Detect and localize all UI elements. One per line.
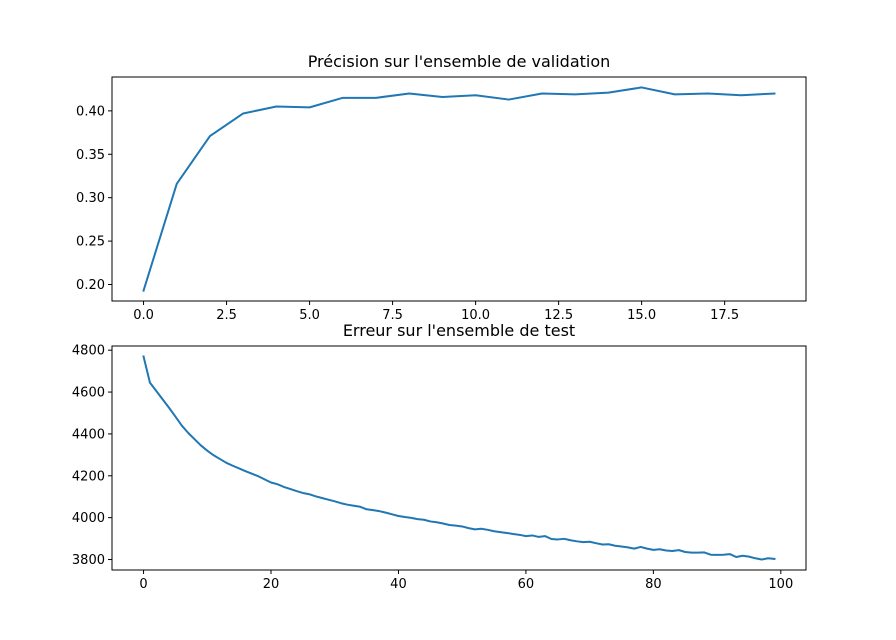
- x-tick-label: 100: [768, 577, 793, 592]
- validation-accuracy-plot: Précision sur l'ensemble de validation 0…: [76, 52, 807, 323]
- x-tick-label: 20: [263, 577, 280, 592]
- ticks-group: 0 20 40 60 80 100 3800 4000 4200 4400 4600 4800: [72, 344, 793, 592]
- y-tick-label: 0.35: [76, 148, 105, 163]
- x-tick-label: 5.0: [299, 308, 320, 323]
- accuracy-line: [142, 86, 776, 292]
- axes-frame: [111, 345, 807, 571]
- y-tick-label: 0.30: [76, 191, 105, 206]
- chart-title: Précision sur l'ensemble de validation: [308, 52, 611, 71]
- y-tick-label: 4000: [72, 511, 105, 526]
- test-error-plot: Erreur sur l'ensemble de test 0 20 40 60 80 1…: [72, 321, 807, 592]
- y-tick-label: 0.20: [76, 278, 105, 293]
- x-tick-label: 0.0: [133, 308, 154, 323]
- axes-frame: [111, 76, 807, 302]
- y-tick-label: 4200: [72, 469, 105, 484]
- y-tick-label: 3800: [72, 553, 105, 568]
- x-tick-label: 2.5: [216, 308, 237, 323]
- y-tick-label: 0.25: [76, 235, 105, 250]
- x-tick-label: 7.5: [382, 308, 403, 323]
- y-tick-label: 4400: [72, 427, 105, 442]
- x-tick-label: 12.5: [544, 308, 573, 323]
- x-tick-label: 0: [139, 577, 147, 592]
- x-tick-label: 40: [390, 577, 407, 592]
- error-line: [142, 355, 776, 561]
- x-tick-label: 80: [645, 577, 662, 592]
- ticks-group: 0.0 2.5 5.0 7.5 10.0 12.5 15.0 17.5 0.20 0.25 0.30…: [76, 104, 739, 323]
- chart-title: Erreur sur l'ensemble de test: [343, 321, 575, 340]
- x-tick-label: 60: [518, 577, 535, 592]
- x-tick-label: 15.0: [627, 308, 656, 323]
- x-tick-label: 17.5: [710, 308, 739, 323]
- y-tick-label: 0.40: [76, 104, 105, 119]
- y-tick-label: 4600: [72, 386, 105, 401]
- y-tick-label: 4800: [72, 344, 105, 359]
- x-tick-label: 10.0: [461, 308, 490, 323]
